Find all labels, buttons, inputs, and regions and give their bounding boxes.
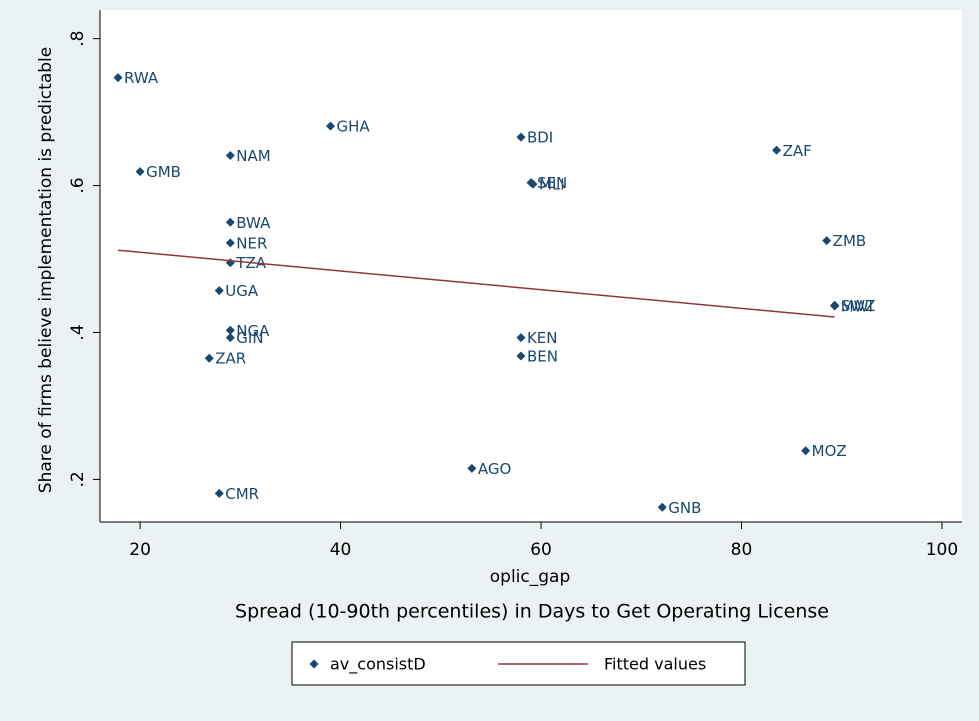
legend-label: Fitted values — [604, 655, 706, 674]
point — [225, 217, 235, 227]
point — [225, 238, 235, 248]
y-tick-label: .6 — [68, 177, 88, 193]
point-label: GIN — [236, 329, 263, 347]
point — [326, 121, 336, 131]
point-label: ZMB — [833, 232, 867, 250]
point-label: GNB — [668, 499, 701, 517]
point-label: BDI — [527, 129, 553, 147]
point-label: RWA — [124, 69, 159, 87]
point-label: MWI — [841, 298, 873, 316]
x-tick-label: 100 — [926, 540, 958, 560]
point — [822, 236, 832, 246]
x-tick-label: 80 — [731, 540, 753, 560]
point — [467, 463, 477, 473]
point — [204, 353, 214, 363]
point-label: GHA — [337, 118, 371, 136]
point — [135, 167, 145, 177]
plot-area — [100, 10, 962, 522]
point — [830, 301, 840, 311]
point-label: NAM — [236, 147, 270, 165]
point-label: BWA — [236, 214, 271, 232]
point-label: ZAR — [215, 350, 246, 368]
point-label: KEN — [527, 329, 558, 347]
point — [772, 145, 782, 155]
point — [214, 488, 224, 498]
point-label: MOZ — [812, 442, 847, 460]
x-tick-label: 60 — [530, 540, 552, 560]
point — [225, 333, 235, 343]
y-tick-label: .2 — [68, 471, 88, 487]
y-tick-label: .8 — [68, 31, 88, 47]
caption: Spread (10-90th percentiles) in Days to … — [235, 601, 829, 623]
point — [516, 351, 526, 361]
point-label: AGO — [478, 460, 511, 478]
point — [528, 179, 538, 189]
point — [657, 502, 667, 512]
x-tick-label: 40 — [330, 540, 352, 560]
point-label: SEN — [537, 174, 567, 192]
legend-label: av_consistD — [330, 655, 426, 675]
fit-line — [117, 249, 835, 318]
point-label: NGA — [236, 322, 270, 340]
point — [516, 333, 526, 343]
y-tick-label: .4 — [68, 324, 88, 340]
point — [801, 446, 811, 456]
point-label: BEN — [527, 347, 558, 365]
legend-marker — [309, 659, 319, 669]
point — [214, 286, 224, 296]
point — [113, 73, 123, 83]
point-label: ZAF — [783, 142, 812, 160]
y-axis-title: Share of firms believe implementation is… — [36, 47, 56, 493]
point — [516, 132, 526, 142]
x-axis-title: oplic_gap — [490, 567, 570, 587]
point-label: NER — [236, 234, 267, 252]
point-label: UGA — [225, 282, 259, 300]
point-label: CMR — [225, 485, 259, 503]
point — [225, 150, 235, 160]
point-label: GMB — [146, 163, 181, 181]
point-label: MLI — [539, 176, 565, 194]
point-label: SWZ — [841, 297, 876, 315]
point — [225, 325, 235, 335]
x-tick-label: 20 — [129, 540, 151, 560]
